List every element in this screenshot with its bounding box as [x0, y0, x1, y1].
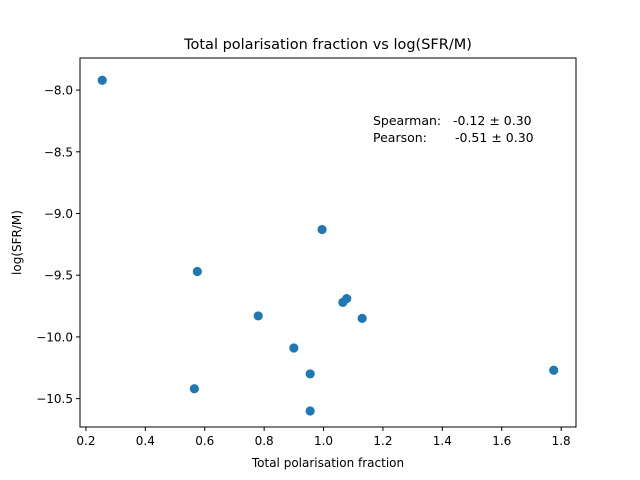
x-tick-label: 0.2	[76, 434, 95, 448]
axes-frame	[79, 57, 577, 428]
y-axis: −8.0 −8.5 −9.0 −9.5 −10.0 −10.5	[36, 84, 80, 406]
x-tick-label: 1.8	[552, 434, 571, 448]
scatter-point	[192, 266, 202, 277]
pearson-label: Pearson:	[373, 130, 427, 145]
x-tick-label: 0.8	[255, 434, 274, 448]
scatter-point	[549, 365, 559, 375]
x-tick-label: 1.0	[314, 434, 333, 448]
y-tick-label: −8.5	[44, 145, 73, 159]
pearson-value: -0.51 ± 0.30	[455, 130, 534, 145]
scatter-point	[357, 313, 367, 323]
x-axis: 0.2 0.4 0.6 0.8 1.0 1.2 1.4 1.6 1.8	[76, 427, 571, 448]
spearman-label: Spearman:	[373, 113, 441, 128]
x-tick-label: 0.4	[136, 434, 155, 448]
scatter-point	[305, 369, 315, 379]
scatter-point	[253, 311, 263, 321]
x-tick-label: 0.6	[195, 434, 214, 448]
x-tick-label: 1.4	[433, 434, 452, 448]
x-axis-label: Total polarisation fraction	[251, 456, 404, 470]
y-tick-label: −9.0	[44, 207, 73, 221]
scatter-point	[305, 406, 315, 416]
stats-annotation: Spearman: -0.12 ± 0.30 Pearson: -0.51 ± …	[373, 113, 534, 145]
y-tick-label: −8.0	[44, 84, 73, 98]
scatter-point	[289, 343, 299, 353]
scatter-point	[317, 224, 327, 235]
spearman-value: -0.12 ± 0.30	[453, 113, 532, 128]
y-tick-label: −10.0	[36, 330, 73, 344]
y-tick-label: −9.5	[44, 269, 73, 283]
x-tick-label: 1.2	[373, 434, 392, 448]
x-tick-label: 1.6	[492, 434, 511, 448]
y-tick-label: −10.5	[36, 392, 73, 406]
scatter-point	[342, 294, 352, 304]
scatter-point	[97, 75, 107, 85]
scatter-point	[189, 384, 199, 394]
plot-area	[97, 75, 559, 416]
y-axis-label: log(SFR/M)	[10, 210, 24, 275]
chart-title: Total polarisation fraction vs log(SFR/M…	[183, 37, 472, 53]
